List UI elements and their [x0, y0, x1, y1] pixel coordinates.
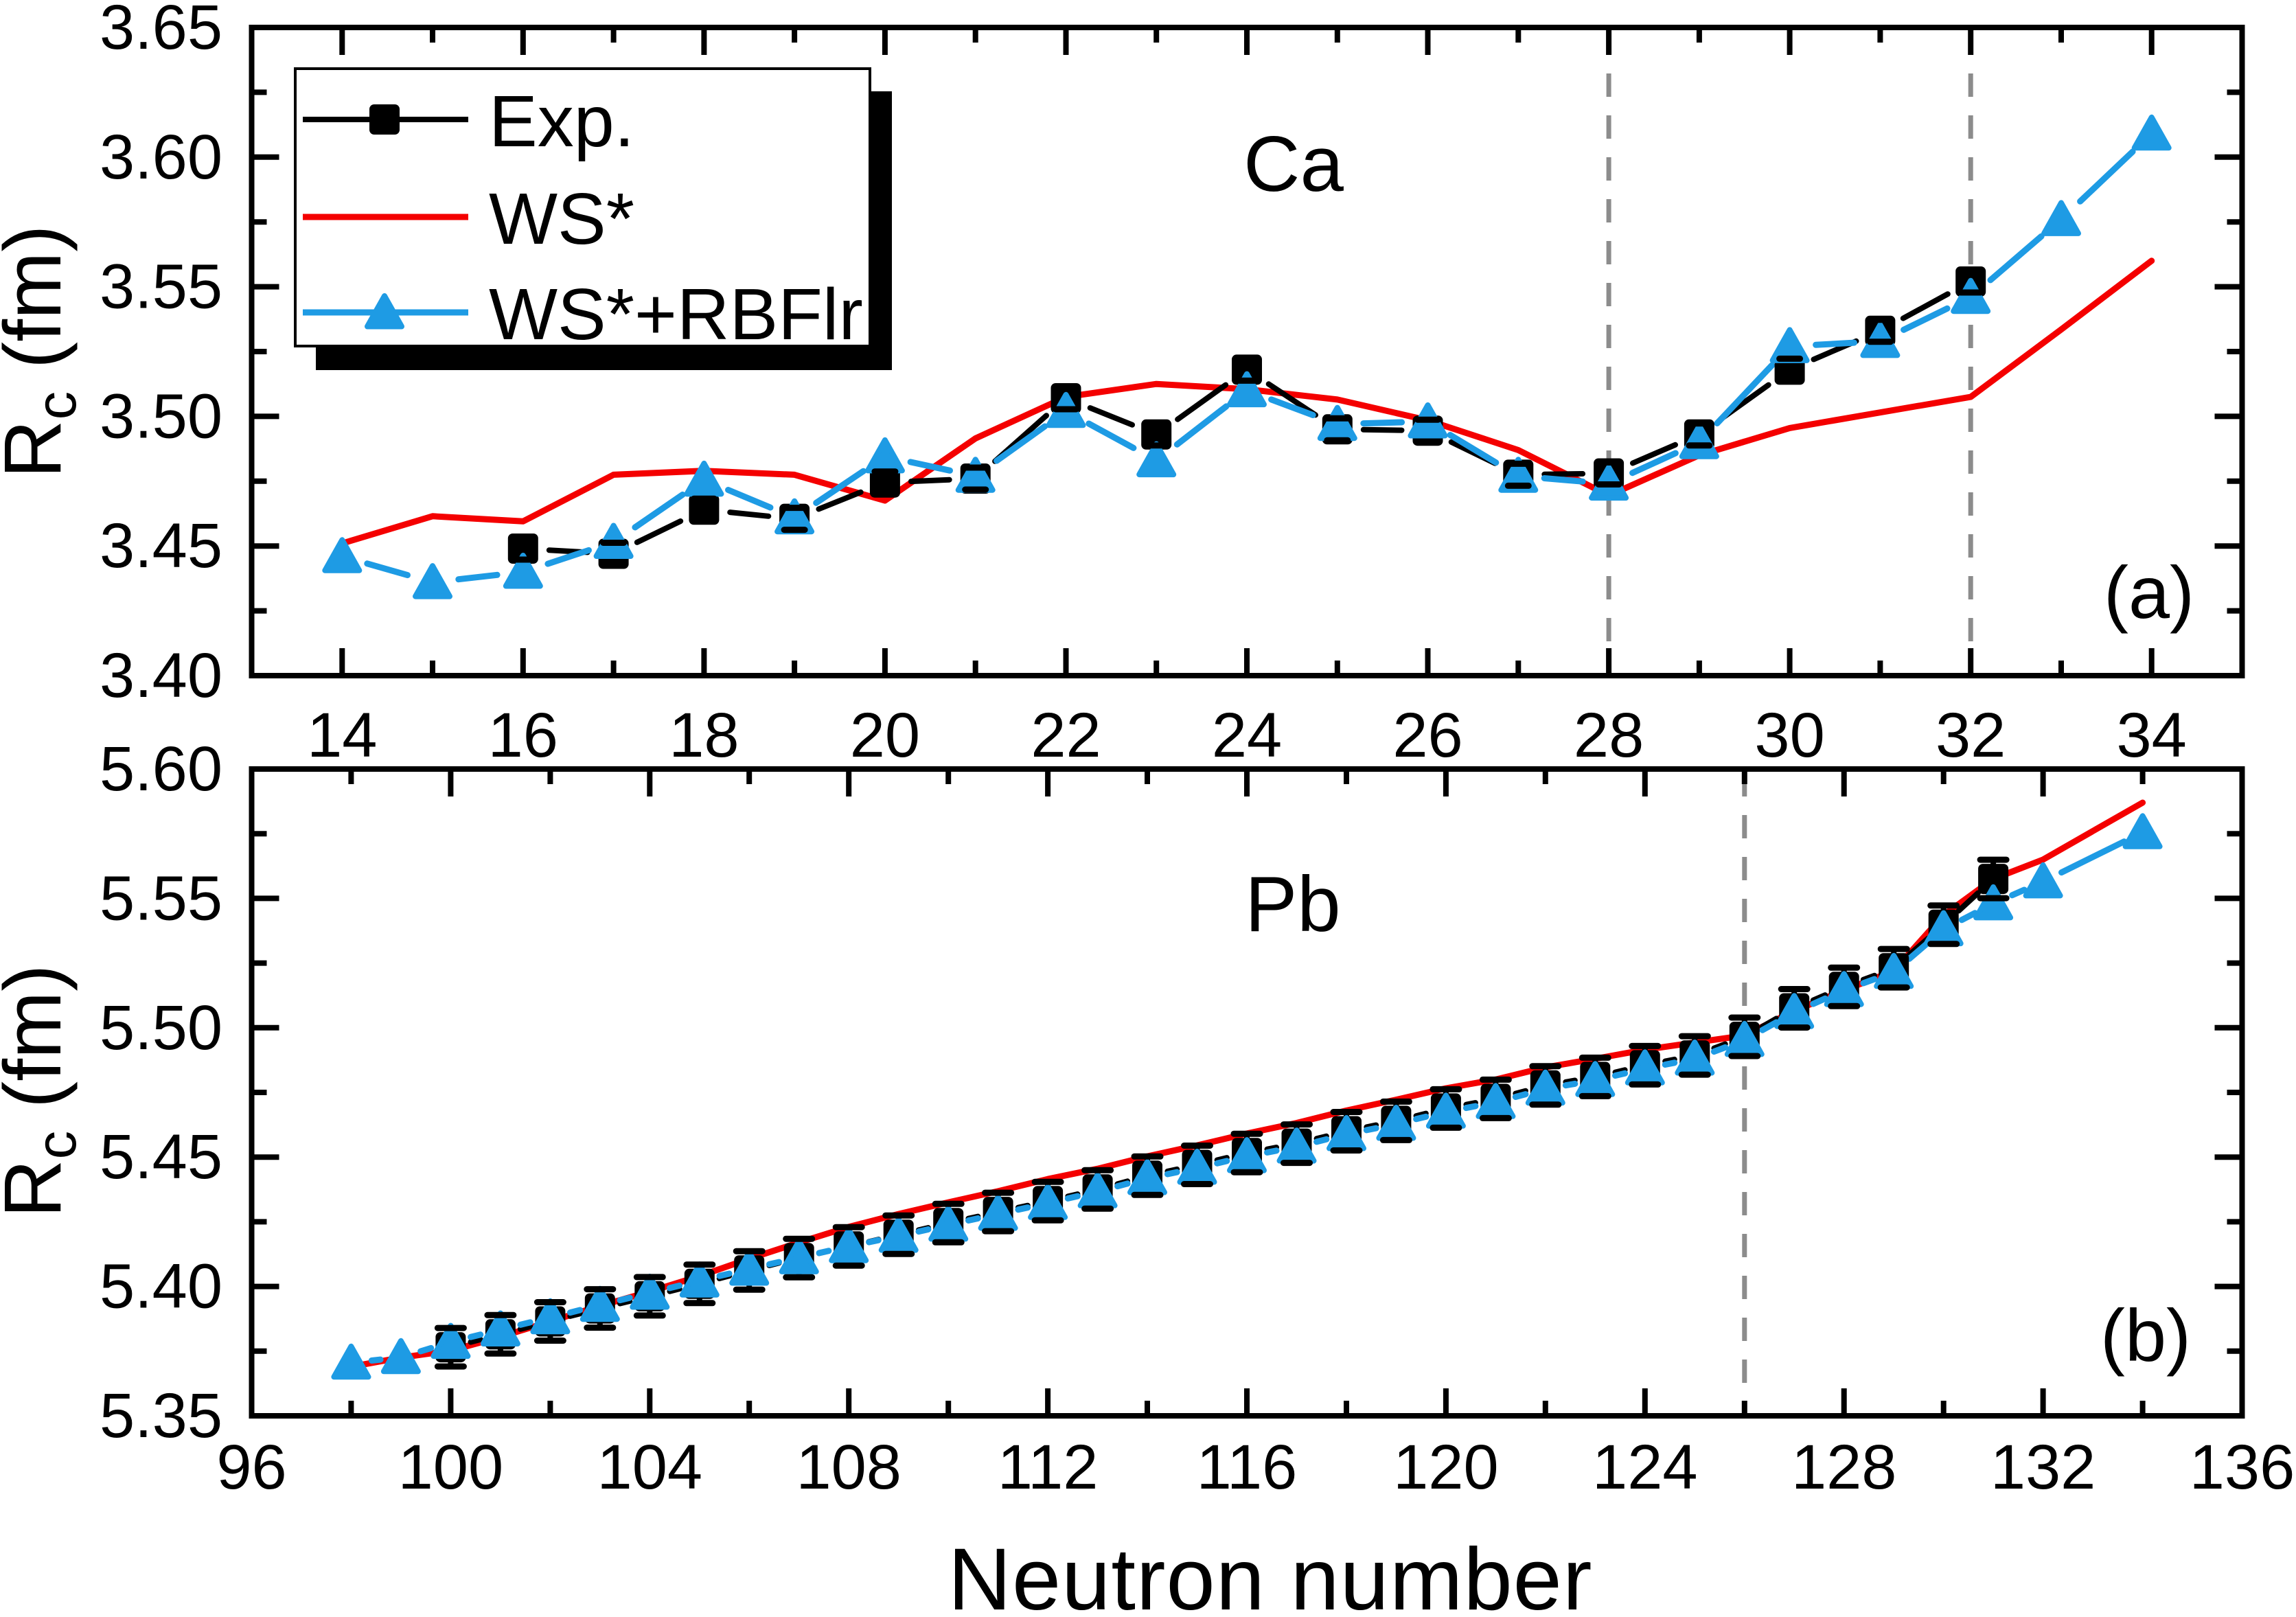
svg-text:108: 108	[796, 1432, 902, 1502]
svg-text:Rc (fm): Rc (fm)	[0, 225, 88, 478]
svg-text:26: 26	[1392, 700, 1462, 770]
svg-text:3.55: 3.55	[100, 252, 222, 322]
svg-text:Neutron number: Neutron number	[948, 1530, 1593, 1617]
svg-text:3.40: 3.40	[100, 641, 222, 711]
svg-text:18: 18	[669, 700, 739, 770]
svg-text:Ca: Ca	[1243, 121, 1344, 208]
svg-text:124: 124	[1592, 1432, 1698, 1502]
svg-text:Pb: Pb	[1245, 861, 1340, 948]
svg-text:5.45: 5.45	[100, 1122, 222, 1192]
svg-text:14: 14	[307, 700, 377, 770]
svg-text:96: 96	[216, 1432, 286, 1502]
svg-text:(a): (a)	[2104, 551, 2194, 634]
svg-text:3.45: 3.45	[100, 511, 222, 581]
svg-text:24: 24	[1212, 700, 1282, 770]
svg-text:100: 100	[398, 1432, 504, 1502]
svg-text:16: 16	[488, 700, 558, 770]
svg-text:30: 30	[1754, 700, 1824, 770]
svg-text:136: 136	[2190, 1432, 2295, 1502]
svg-text:Rc (fm): Rc (fm)	[0, 964, 88, 1217]
svg-text:132: 132	[1990, 1432, 2096, 1502]
svg-text:5.60: 5.60	[100, 734, 222, 804]
svg-text:22: 22	[1031, 700, 1101, 770]
svg-text:5.55: 5.55	[100, 863, 222, 933]
svg-text:116: 116	[1197, 1432, 1298, 1502]
svg-text:112: 112	[998, 1432, 1099, 1502]
svg-text:3.65: 3.65	[100, 0, 222, 62]
svg-text:5.50: 5.50	[100, 993, 222, 1063]
svg-text:128: 128	[1791, 1432, 1897, 1502]
svg-text:20: 20	[850, 700, 920, 770]
svg-text:28: 28	[1574, 700, 1644, 770]
svg-text:32: 32	[1936, 700, 2006, 770]
svg-text:5.40: 5.40	[100, 1252, 222, 1322]
svg-text:WS*+RBFlr: WS*+RBFlr	[489, 274, 863, 355]
svg-text:3.60: 3.60	[100, 122, 222, 192]
svg-text:34: 34	[2117, 700, 2187, 770]
svg-text:5.35: 5.35	[100, 1381, 222, 1451]
svg-text:3.50: 3.50	[100, 381, 222, 451]
svg-text:104: 104	[597, 1432, 703, 1502]
svg-text:WS*: WS*	[489, 179, 634, 260]
svg-text:120: 120	[1393, 1432, 1499, 1502]
svg-text:Exp.: Exp.	[489, 81, 634, 162]
svg-text:(b): (b)	[2100, 1294, 2191, 1377]
